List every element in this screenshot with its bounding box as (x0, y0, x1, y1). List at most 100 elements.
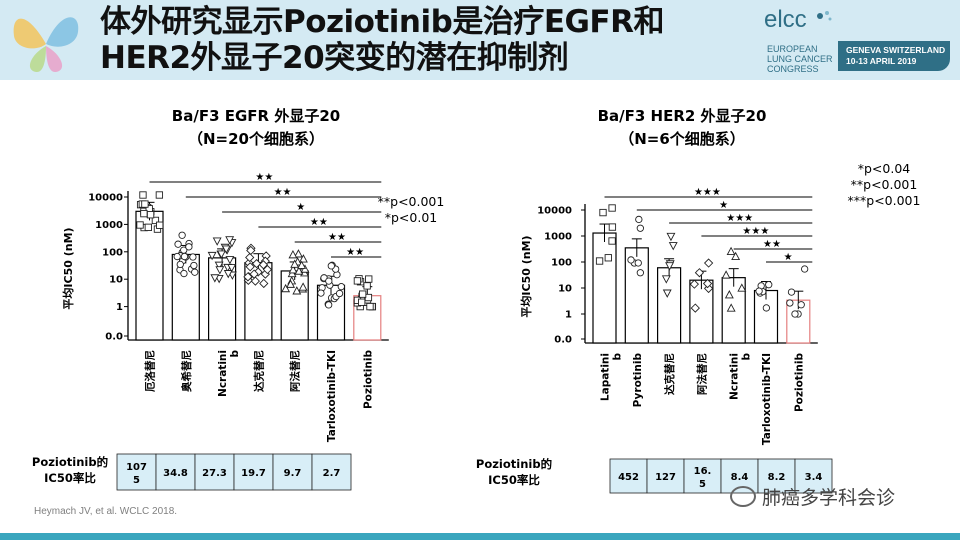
x-tick-label: 奥希替尼 (180, 350, 193, 392)
data-point (298, 254, 308, 263)
venue-badge: GENEVA SWITZERLAND 10-13 APRIL 2019 (838, 41, 950, 71)
ratio-value: 8.4 (731, 472, 749, 483)
significance-mark: ★★ (763, 239, 781, 250)
ratio-cell (683, 458, 722, 494)
y-tick-label: 100 (102, 247, 123, 258)
data-point (216, 250, 226, 259)
ratio-value: 452 (618, 472, 639, 483)
data-point (146, 211, 155, 219)
data-point (292, 286, 302, 295)
data-point (249, 269, 259, 279)
data-point (636, 224, 644, 232)
table-label-line2: IC50率比 (488, 473, 540, 487)
ratio-value: 9.7 (284, 468, 302, 479)
data-point (335, 289, 344, 298)
x-tick-label: Ncratini (729, 353, 741, 400)
conference-line2: LUNG CANCER (767, 54, 833, 64)
ratio-value: 34.8 (163, 468, 188, 479)
data-point (797, 301, 805, 309)
data-point (762, 304, 771, 312)
venue-line2: 10-13 APRIL 2019 (846, 56, 917, 66)
ratio-value: 8.2 (768, 472, 786, 483)
data-point (689, 279, 700, 289)
data-point (786, 299, 794, 307)
data-point (359, 290, 367, 298)
data-point (293, 249, 303, 258)
data-point (258, 260, 269, 270)
data-point (288, 265, 298, 274)
y-axis-label: 平均IC50 (nM) (519, 235, 533, 317)
data-point (215, 266, 225, 275)
data-point (297, 260, 307, 269)
chart-title-line2: （N=20个细胞系） (188, 130, 324, 148)
significance-mark: ★★ (274, 187, 292, 198)
x-tick-label: 达克替尼 (663, 353, 676, 395)
ratio-value: 19.7 (241, 468, 266, 479)
data-point (731, 251, 741, 261)
conference-line3: CONGRESS (767, 64, 819, 74)
y-tick-label: 100 (551, 258, 572, 269)
table-label-line1: Poziotinib的 (476, 457, 552, 471)
ratio-cell (116, 453, 157, 491)
x-tick-label: Tarloxotinib-TKI (326, 350, 338, 442)
data-point (627, 256, 635, 264)
slide-title: 体外研究显示Poziotinib是治疗EGFR和 HER2外显子20突变的潜在抑… (100, 4, 664, 76)
ratio-value: 5 (699, 479, 706, 490)
significance-mark: ★★★ (726, 213, 753, 224)
data-point (604, 254, 612, 262)
watermark: 肺癌多学科会诊 (730, 483, 895, 510)
data-point (755, 287, 763, 295)
data-point (259, 278, 269, 289)
ratio-value: 3.4 (805, 472, 823, 483)
data-point (327, 262, 335, 270)
dots-icon (817, 11, 832, 21)
data-point (139, 191, 147, 199)
data-point (191, 268, 199, 276)
data-point (214, 261, 224, 270)
ratio-value: 127 (655, 472, 676, 483)
data-point (665, 262, 675, 271)
data-point (801, 265, 809, 273)
data-point (721, 270, 731, 279)
data-point (174, 240, 182, 248)
y-tick-label: 10 (558, 284, 572, 295)
y-tick-label: 1000 (95, 220, 123, 231)
x-tick-label: 厄洛替尼 (144, 350, 157, 392)
data-point (156, 221, 164, 229)
data-point (189, 253, 197, 261)
bar (656, 267, 682, 344)
data-point (178, 231, 186, 239)
y-tick-label: 1 (565, 310, 572, 321)
ratio-value: 5 (133, 475, 140, 486)
data-point (726, 303, 736, 312)
data-point (288, 250, 298, 259)
data-point (221, 245, 231, 254)
significance-mark: ★★ (328, 232, 346, 243)
ratio-value: 2.7 (323, 468, 341, 479)
y-tick-label: 10000 (537, 206, 572, 217)
table-label-line2: IC50率比 (44, 471, 96, 485)
data-point (245, 252, 255, 263)
ratio-cell (233, 453, 274, 491)
wechat-icon (730, 486, 756, 507)
data-point (608, 223, 617, 231)
data-point (608, 204, 616, 212)
data-point (662, 289, 672, 298)
data-point (190, 261, 198, 270)
significance-mark: ★ (784, 252, 793, 263)
data-point (353, 277, 362, 285)
ratio-value: 107 (126, 462, 147, 473)
chart-2: Ba/F3 HER2 外显子20 （N=6个细胞系） 10000 1000 100 10 1… (476, 107, 920, 494)
table-label-line1: Poziotinib的 (32, 455, 108, 469)
data-point (765, 281, 773, 289)
x-tick-label: 阿法替尼 (289, 350, 302, 392)
p-value-note: **p<0.001 (378, 194, 445, 209)
x-tick-label: b (612, 353, 624, 361)
data-point (251, 258, 262, 269)
data-point (185, 243, 193, 251)
data-point (363, 282, 371, 290)
ratio-cell (646, 458, 685, 494)
y-tick-label: 1 (116, 302, 123, 313)
slide-title-line1: 体外研究显示Poziotinib是治疗EGFR和 (100, 4, 664, 40)
